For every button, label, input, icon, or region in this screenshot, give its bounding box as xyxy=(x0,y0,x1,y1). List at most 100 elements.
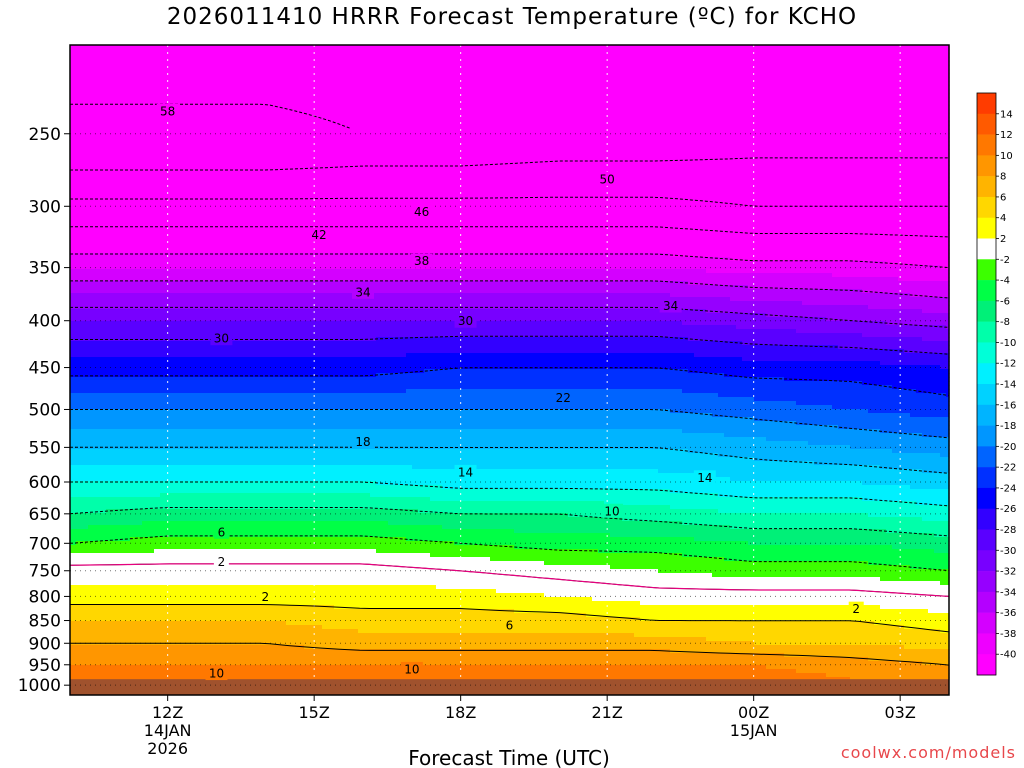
temperature-cell xyxy=(112,633,119,638)
temperature-cell xyxy=(94,53,101,58)
temperature-cell xyxy=(232,209,239,214)
temperature-cell xyxy=(136,217,143,222)
temperature-cell xyxy=(250,373,257,378)
temperature-cell xyxy=(208,69,215,74)
temperature-cell xyxy=(124,257,131,262)
temperature-cell xyxy=(118,625,125,630)
temperature-cell xyxy=(142,69,149,74)
temperature-cell xyxy=(196,569,203,574)
temperature-cell xyxy=(88,189,95,194)
temperature-cell xyxy=(244,281,251,286)
temperature-cell xyxy=(148,253,155,258)
temperature-cell xyxy=(106,81,113,86)
temperature-cell xyxy=(76,53,83,58)
temperature-cell xyxy=(70,397,77,402)
temperature-cell xyxy=(256,141,263,146)
temperature-cell xyxy=(226,49,233,54)
temperature-cell xyxy=(232,161,239,166)
temperature-cell xyxy=(214,649,221,654)
temperature-cell xyxy=(70,69,77,74)
temperature-cell xyxy=(112,441,119,446)
temperature-cell xyxy=(106,249,113,254)
temperature-cell xyxy=(76,485,83,490)
temperature-cell xyxy=(172,145,179,150)
temperature-cell xyxy=(82,233,89,238)
temperature-cell xyxy=(220,305,227,310)
temperature-cell xyxy=(82,325,89,330)
temperature-cell xyxy=(148,325,155,330)
temperature-cell xyxy=(160,593,167,598)
temperature-cell xyxy=(88,153,95,158)
temperature-cell xyxy=(196,605,203,610)
temperature-cell xyxy=(220,521,227,526)
temperature-cell xyxy=(196,225,203,230)
temperature-cell xyxy=(184,137,191,142)
temperature-cell xyxy=(124,413,131,418)
temperature-cell xyxy=(202,565,209,570)
temperature-cell xyxy=(82,253,89,258)
temperature-cell xyxy=(220,257,227,262)
temperature-cell xyxy=(250,417,257,422)
temperature-cell xyxy=(196,201,203,206)
temperature-cell xyxy=(142,573,149,578)
temperature-cell xyxy=(130,73,137,78)
temperature-cell xyxy=(208,625,215,630)
temperature-cell xyxy=(196,529,203,534)
temperature-cell xyxy=(76,521,83,526)
temperature-cell xyxy=(100,165,107,170)
temperature-cell xyxy=(250,645,257,650)
temperature-cell xyxy=(220,281,227,286)
temperature-cell xyxy=(220,345,227,350)
temperature-cell xyxy=(160,549,167,554)
temperature-cell xyxy=(238,333,245,338)
temperature-cell xyxy=(76,261,83,266)
temperature-cell xyxy=(220,157,227,162)
temperature-cell xyxy=(178,309,185,314)
temperature-cell xyxy=(166,49,173,54)
temperature-cell xyxy=(94,165,101,170)
temperature-cell xyxy=(226,77,233,82)
temperature-cell xyxy=(220,61,227,66)
temperature-cell xyxy=(208,293,215,298)
temperature-cell xyxy=(244,533,251,538)
temperature-cell xyxy=(106,365,113,370)
temperature-cell xyxy=(184,509,191,514)
temperature-cell xyxy=(172,261,179,266)
temperature-cell xyxy=(94,81,101,86)
temperature-cell xyxy=(202,401,209,406)
temperature-cell xyxy=(118,669,125,674)
temperature-cell xyxy=(166,273,173,278)
temperature-cell xyxy=(166,557,173,562)
temperature-cell xyxy=(226,513,233,518)
temperature-cell xyxy=(178,177,185,182)
temperature-cell xyxy=(148,593,155,598)
temperature-cell xyxy=(190,565,197,570)
temperature-cell xyxy=(70,433,77,438)
temperature-cell xyxy=(196,237,203,242)
temperature-cell xyxy=(124,421,131,426)
temperature-cell xyxy=(208,249,215,254)
temperature-cell xyxy=(88,633,95,638)
temperature-cell xyxy=(154,413,161,418)
temperature-cell xyxy=(100,517,107,522)
temperature-cell xyxy=(148,629,155,634)
temperature-cell xyxy=(178,457,185,462)
temperature-cell xyxy=(94,545,101,550)
temperature-cell xyxy=(82,53,89,58)
temperature-cell xyxy=(106,109,113,114)
temperature-cell xyxy=(142,341,149,346)
temperature-cell xyxy=(208,469,215,474)
temperature-cell xyxy=(244,437,251,442)
temperature-cell xyxy=(220,621,227,626)
temperature-cell xyxy=(196,553,203,558)
temperature-cell xyxy=(142,517,149,522)
temperature-cell xyxy=(232,165,239,170)
temperature-cell xyxy=(208,521,215,526)
temperature-cell xyxy=(172,633,179,638)
temperature-cell xyxy=(232,193,239,198)
temperature-cell xyxy=(142,117,149,122)
temperature-cell xyxy=(82,369,89,374)
temperature-cell xyxy=(202,253,209,258)
temperature-cell xyxy=(184,513,191,518)
temperature-cell xyxy=(118,173,125,178)
